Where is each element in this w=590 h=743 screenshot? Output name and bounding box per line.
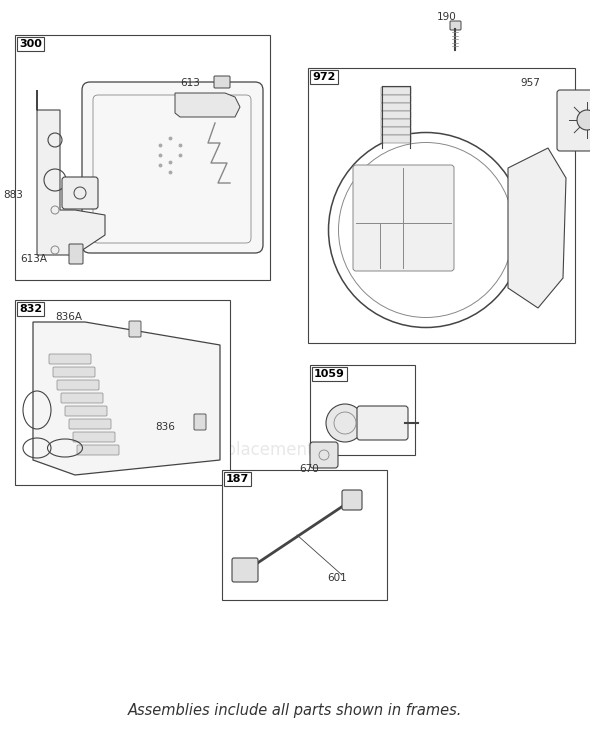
Text: 613: 613	[180, 78, 200, 88]
Bar	[15, 35, 270, 280]
FancyBboxPatch shape	[194, 414, 206, 430]
FancyBboxPatch shape	[49, 354, 91, 364]
FancyBboxPatch shape	[450, 21, 461, 30]
Text: 972: 972	[312, 72, 335, 82]
FancyBboxPatch shape	[82, 82, 263, 253]
Text: 190: 190	[437, 12, 457, 22]
Text: 883: 883	[3, 190, 23, 200]
FancyBboxPatch shape	[557, 90, 590, 151]
FancyBboxPatch shape	[310, 442, 338, 468]
FancyBboxPatch shape	[381, 87, 411, 95]
FancyBboxPatch shape	[61, 393, 103, 403]
FancyBboxPatch shape	[77, 445, 119, 455]
Text: 300: 300	[19, 39, 42, 49]
Bar	[310, 365, 415, 455]
FancyBboxPatch shape	[73, 432, 115, 442]
FancyBboxPatch shape	[342, 490, 362, 510]
FancyBboxPatch shape	[57, 380, 99, 390]
Bar	[222, 470, 387, 600]
Text: 613A: 613A	[20, 254, 47, 264]
FancyBboxPatch shape	[65, 406, 107, 416]
Bar	[308, 68, 575, 343]
FancyBboxPatch shape	[381, 119, 411, 127]
Text: 187: 187	[226, 474, 249, 484]
Text: 601: 601	[327, 573, 347, 583]
FancyBboxPatch shape	[381, 95, 411, 103]
Text: Assemblies include all parts shown in frames.: Assemblies include all parts shown in fr…	[128, 702, 462, 718]
FancyBboxPatch shape	[62, 177, 98, 209]
Text: 832: 832	[19, 304, 42, 314]
Polygon shape	[508, 148, 566, 308]
Ellipse shape	[326, 404, 364, 442]
FancyBboxPatch shape	[53, 367, 95, 377]
Polygon shape	[175, 93, 240, 117]
Text: 670: 670	[299, 464, 319, 474]
FancyBboxPatch shape	[69, 419, 111, 429]
Text: 1059: 1059	[314, 369, 345, 379]
Polygon shape	[37, 90, 105, 255]
FancyBboxPatch shape	[381, 135, 411, 143]
FancyBboxPatch shape	[69, 244, 83, 264]
Circle shape	[577, 110, 590, 130]
FancyBboxPatch shape	[381, 127, 411, 135]
FancyBboxPatch shape	[214, 76, 230, 88]
FancyBboxPatch shape	[232, 558, 258, 582]
FancyBboxPatch shape	[353, 165, 454, 271]
Text: eReplacementParts.com: eReplacementParts.com	[194, 441, 396, 459]
FancyBboxPatch shape	[381, 103, 411, 111]
Text: 836A: 836A	[55, 312, 82, 322]
Bar	[15, 300, 230, 485]
Polygon shape	[33, 322, 220, 475]
FancyBboxPatch shape	[357, 406, 408, 440]
FancyBboxPatch shape	[381, 111, 411, 119]
Text: 957: 957	[520, 78, 540, 88]
FancyBboxPatch shape	[129, 321, 141, 337]
Text: 836: 836	[155, 422, 175, 432]
